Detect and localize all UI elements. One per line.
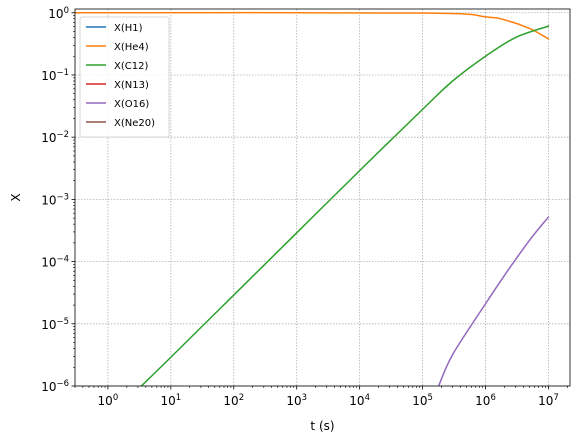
legend-label-x-ne20: X(Ne20) <box>114 118 155 129</box>
y-tick-label: 100 <box>48 6 69 21</box>
legend-label-x-c12: X(C12) <box>114 61 148 72</box>
y-axis-label: X <box>9 193 23 201</box>
x-tick-label: 107 <box>538 393 559 408</box>
series-line-x-o16 <box>437 216 550 386</box>
axis-ticks: 100 101 102 103 104 105 106 107 10−6 10−5 10−4 10−3… <box>41 6 568 408</box>
y-tick-label: 10−2 <box>41 130 69 145</box>
x-tick-label: 100 <box>98 393 119 408</box>
legend-label-x-h1: X(H1) <box>114 23 143 34</box>
series-line-x-he4 <box>75 11 550 40</box>
legend-label-x-n13: X(N13) <box>114 80 149 91</box>
y-tick-label: 10−5 <box>41 317 69 332</box>
y-tick-label: 10−3 <box>41 192 69 207</box>
x-tick-label: 105 <box>412 393 433 408</box>
plot-frame <box>74 8 571 387</box>
y-tick-label: 10−1 <box>41 68 69 83</box>
x-tick-label: 103 <box>286 393 307 408</box>
y-tick-label: 10−4 <box>41 255 69 270</box>
x-tick-label: 102 <box>223 393 244 408</box>
legend-frame <box>79 16 170 138</box>
y-tick-label: 10−6 <box>41 379 69 394</box>
series-line-x-c12 <box>140 25 550 386</box>
legend-label-x-o16: X(O16) <box>114 99 149 110</box>
x-axis-label: t (s) <box>310 419 334 433</box>
x-tick-label: 101 <box>160 393 181 408</box>
legend-label-x-he4: X(He4) <box>114 42 149 53</box>
x-tick-label: 104 <box>349 393 370 408</box>
x-tick-label: 106 <box>475 393 496 408</box>
legend: X(H1) X(He4) X(C12) X(N13) X(O16) X(Ne20) <box>79 16 170 138</box>
plot-lines <box>75 11 550 386</box>
